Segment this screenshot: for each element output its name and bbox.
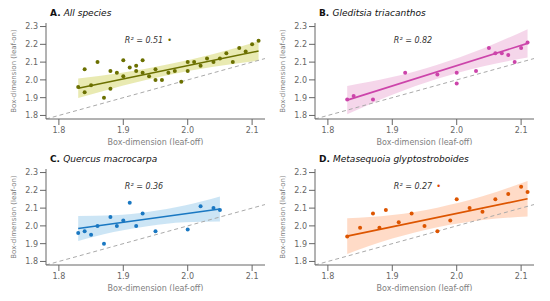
- svg-text:1.9: 1.9: [25, 94, 38, 103]
- html-text:C. Quercus macrocarpa: C. Quercus macrocarpa: [50, 153, 158, 164]
- svg-text:Box-dimension (leaf-off): Box-dimension (leaf-off): [377, 138, 473, 145]
- svg-text:2.1: 2.1: [515, 126, 528, 135]
- svg-text:1.8: 1.8: [322, 126, 335, 135]
- svg-text:2.2: 2.2: [294, 186, 307, 195]
- svg-text:1.9: 1.9: [386, 126, 399, 135]
- svg-text:2.0: 2.0: [294, 221, 307, 230]
- svg-text:2.0: 2.0: [25, 221, 38, 230]
- svg-text:Box-dimension (leaf-off): Box-dimension (leaf-off): [108, 284, 204, 291]
- svg-text:Box-dimension (leaf-on): Box-dimension (leaf-on): [279, 174, 287, 258]
- svg-text:2.2: 2.2: [25, 40, 38, 49]
- html-text:R² = 0.36: R² = 0.36: [124, 181, 164, 191]
- svg-text:1.9: 1.9: [25, 239, 38, 248]
- svg-text:2.3: 2.3: [25, 22, 38, 31]
- svg-text:2.1: 2.1: [246, 126, 259, 135]
- svg-text:2.1: 2.1: [25, 203, 38, 212]
- svg-text:2.1: 2.1: [246, 271, 259, 280]
- svg-text:2.2: 2.2: [25, 186, 38, 195]
- html-text:B. Gleditsia triacanthos: B. Gleditsia triacanthos: [319, 8, 426, 18]
- svg-text:2.3: 2.3: [294, 22, 307, 31]
- svg-text:Box-dimension (leaf-off): Box-dimension (leaf-off): [377, 284, 473, 291]
- svg-text:1.9: 1.9: [117, 271, 130, 280]
- svg-text:2.1: 2.1: [294, 58, 307, 67]
- svg-text:2.0: 2.0: [450, 271, 463, 280]
- svg-text:1.8: 1.8: [25, 111, 38, 120]
- svg-text:2.3: 2.3: [294, 168, 307, 177]
- svg-text:1.8: 1.8: [53, 126, 66, 135]
- html-text:R² = 0.51 •: R² = 0.51 •: [124, 35, 172, 45]
- svg-text:Box-dimension (leaf-off): Box-dimension (leaf-off): [108, 138, 204, 145]
- svg-text:2.2: 2.2: [294, 40, 307, 49]
- svg-text:2.1: 2.1: [515, 271, 528, 280]
- html-text:D. Metasequoia glyptostroboide: D. Metasequoia glyptostroboides: [319, 153, 469, 164]
- html-text:R² = 0.27 •: R² = 0.27 •: [393, 181, 441, 191]
- svg-text:2.0: 2.0: [181, 271, 194, 280]
- svg-text:1.9: 1.9: [294, 239, 307, 248]
- svg-text:1.8: 1.8: [53, 271, 66, 280]
- svg-text:Box-dimension (leaf-on): Box-dimension (leaf-on): [10, 29, 18, 113]
- svg-text:1.9: 1.9: [117, 126, 130, 135]
- svg-text:1.8: 1.8: [25, 257, 38, 266]
- svg-text:2.0: 2.0: [450, 126, 463, 135]
- svg-text:1.8: 1.8: [294, 257, 307, 266]
- svg-text:1.9: 1.9: [294, 94, 307, 103]
- svg-text:2.1: 2.1: [294, 203, 307, 212]
- svg-text:2.0: 2.0: [181, 126, 194, 135]
- html-text:R² = 0.82: R² = 0.82: [393, 35, 433, 45]
- svg-text:1.9: 1.9: [386, 271, 399, 280]
- svg-text:1.8: 1.8: [294, 111, 307, 120]
- svg-text:1.8: 1.8: [322, 271, 335, 280]
- svg-text:2.1: 2.1: [25, 58, 38, 67]
- svg-text:2.0: 2.0: [294, 76, 307, 85]
- svg-text:Box-dimension (leaf-on): Box-dimension (leaf-on): [10, 174, 18, 258]
- html-text:A. All species: A. All species: [50, 8, 112, 18]
- svg-text:Box-dimension (leaf-on): Box-dimension (leaf-on): [279, 29, 287, 113]
- svg-text:2.0: 2.0: [25, 76, 38, 85]
- svg-text:2.3: 2.3: [25, 168, 38, 177]
